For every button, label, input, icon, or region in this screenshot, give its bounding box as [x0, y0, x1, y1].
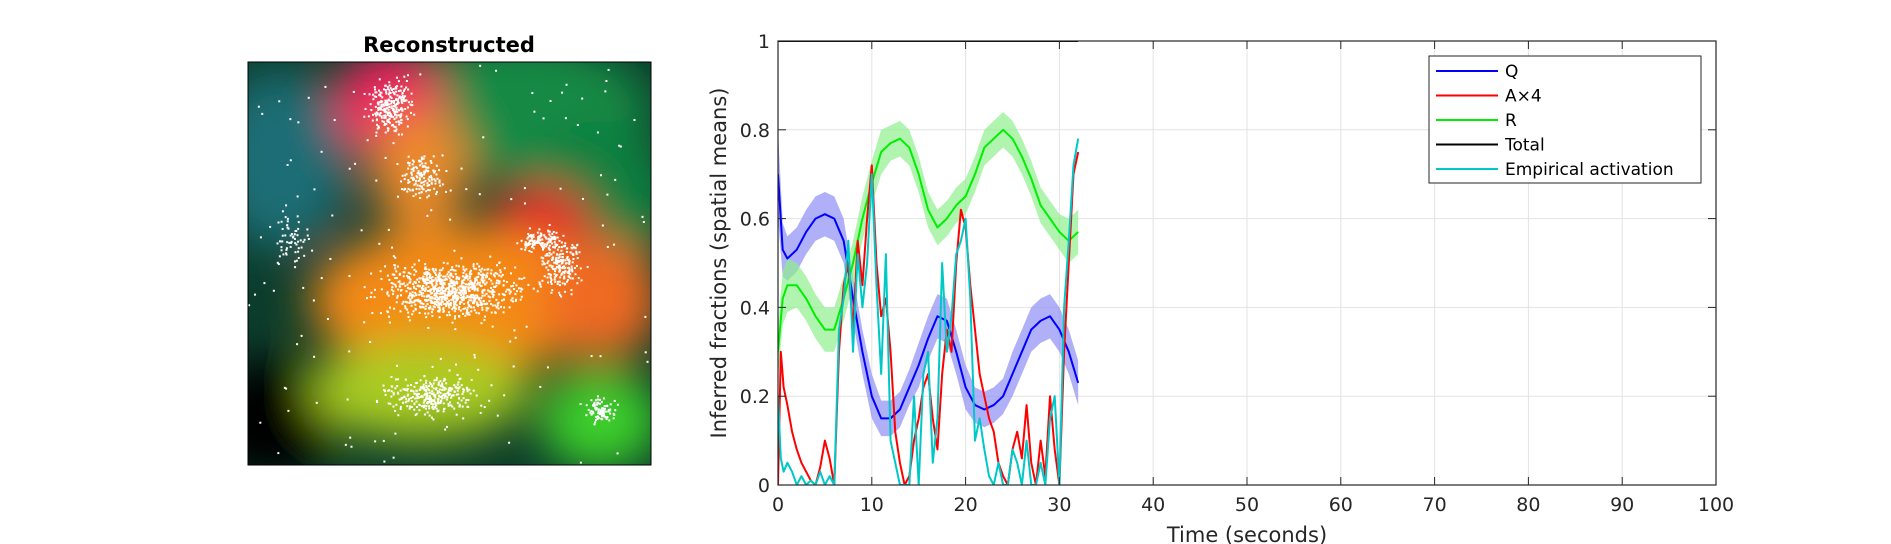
y-tick-label: 0.4 [740, 297, 770, 319]
legend: Q A×4 R Total Empirical activation [1428, 55, 1702, 184]
x-tick-label: 80 [1516, 494, 1540, 516]
x-tick-label: 100 [1698, 494, 1734, 516]
x-tick-label: 40 [1141, 494, 1165, 516]
x-tick-label: 60 [1329, 494, 1353, 516]
series-line-q [778, 174, 1080, 420]
x-tick-label: 0 [772, 494, 784, 516]
y-tick-label: 0.6 [740, 209, 770, 231]
y-tick-label: 0.8 [740, 120, 770, 142]
legend-entry: A×4 [1505, 87, 1542, 107]
x-tick-label: 70 [1423, 494, 1447, 516]
x-tick-label: 50 [1235, 494, 1259, 516]
x-tick-label: 30 [1047, 494, 1071, 516]
series-line-empirical-activation [778, 138, 1080, 485]
y-tick-label: 0 [758, 475, 770, 497]
legend-entry: Total [1504, 136, 1545, 156]
legend-entry: R [1505, 111, 1517, 131]
y-axis-label: Inferred fractions (spatial means) [707, 88, 731, 439]
y-tick-label: 0.2 [740, 386, 770, 408]
x-tick-label: 90 [1610, 494, 1634, 516]
reconstructed-image [248, 62, 651, 465]
x-axis-label: Time (seconds) [1166, 523, 1327, 544]
y-tick-label: 1 [758, 31, 770, 53]
image-panel-title: Reconstructed [363, 33, 535, 57]
series-line-r [778, 128, 1079, 352]
x-tick-label: 10 [860, 494, 884, 516]
series-line-a-4 [778, 151, 1080, 485]
legend-entry: Q [1505, 62, 1518, 82]
line-chart: 0 10 20 30 40 50 60 70 80 90 100 0 0.2 0.4 0.6 0.8 1 Tim… [707, 31, 1734, 544]
legend-entry: Empirical activation [1505, 160, 1674, 180]
x-tick-label: 20 [954, 494, 978, 516]
